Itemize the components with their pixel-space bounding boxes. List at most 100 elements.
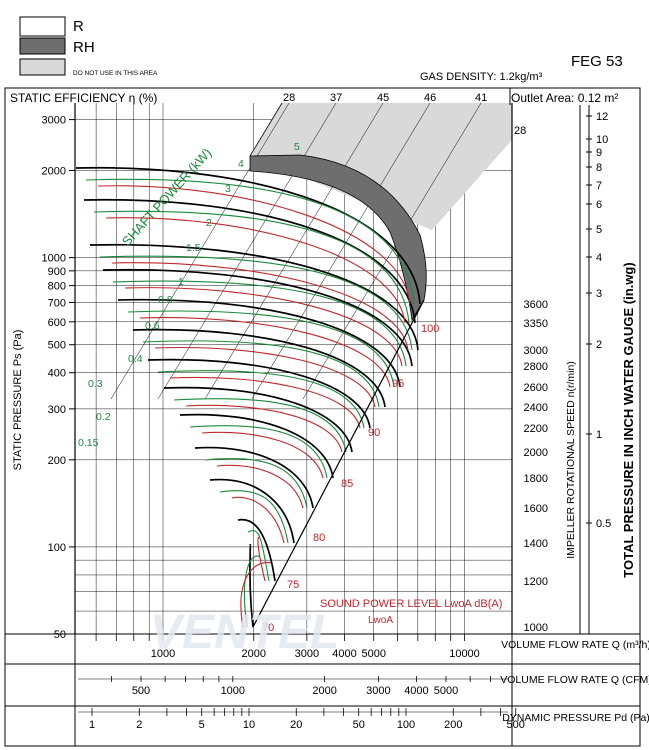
power-curve-3 [204,458,308,509]
inwg-tick-label: 7 [596,180,602,192]
power-curve-9 [112,280,407,367]
dyn-pressure-tick-label: 2 [136,719,142,731]
efficiency-tick: 37 [330,92,342,104]
inwg-tick-label: 12 [596,111,608,123]
sound-curve-5 [185,404,343,453]
power-curve-10 [99,255,413,351]
speed-tick-label: 2200 [524,423,548,435]
sound-curve-1 [257,536,266,582]
shaft-power-value: 0.8 [158,294,173,306]
shaft-power-value: 1.5 [186,242,201,254]
sound-value: 80 [313,532,325,544]
inwg-tick-label: 9 [596,147,602,159]
pressure-tick-label: 700 [48,297,66,309]
inwg-tick-label: 10 [596,134,608,146]
speed-curve-1600 [194,446,314,509]
pressure-tick-label: 500 [48,340,66,352]
power-curve-8 [127,310,395,388]
sound-curve-12 [97,185,411,305]
dyn-pressure-tick-label: 100 [397,719,415,731]
static-efficiency-label: STATIC EFFICIENCY η (%) [10,91,157,105]
dyn-pressure-tick-label: 50 [353,719,365,731]
sound-value: 100 [421,323,439,335]
efficiency-tick: 41 [475,92,487,104]
speed-curve-3000 [89,243,419,351]
speed-curve-2800 [102,268,413,367]
speed-curve-1200 [237,518,276,582]
flow-cfm-tick-label: 500 [132,685,150,697]
sound-curve-11 [105,217,406,324]
speed-tick-label: 3000 [524,345,548,357]
legend-swatch-0 [19,16,66,37]
speed-tick-label: 2000 [524,447,548,459]
power-curve-5 [173,398,347,453]
power-curve-0 [243,555,261,628]
speed-tick-label: 1000 [524,622,548,634]
efficiency-line [110,102,290,400]
outer-frame [4,87,641,747]
speed-tick-label: 1400 [524,538,548,550]
legend-swatch-1 [19,37,66,55]
dyn-pressure-title: DYNAMIC PRESSURE Pd (Pa) [502,712,649,724]
inwg-axis-title: TOTAL PRESSURE IN INCH WATER GAUGE (in.w… [621,262,636,577]
sound-curve-6 [169,376,361,429]
sound-value: 95 [392,378,404,390]
inwg-tick-label: 2 [596,339,602,351]
dyn-pressure-tick-label: 200 [444,719,462,731]
speed-curve-3600 [75,166,421,305]
speed-tick-label: 1200 [524,576,548,588]
sound-value: 70 [262,622,274,634]
pressure-tick-label: 600 [48,317,66,329]
sound-curve-7 [154,346,376,408]
efficiency-line [157,102,337,400]
inwg-tick-label: 0.5 [596,518,611,530]
sound-curve-10 [111,262,409,351]
inwg-tick-label: 3 [596,288,602,300]
shaft-power-value: 0.4 [128,353,143,365]
shaft-power-title: SHAFT POWER (kW) [119,145,215,249]
sound-curve-4 [201,431,324,479]
pressure-tick-label: 100 [48,542,66,554]
shaft-power-value: 0.15 [78,437,99,449]
flow-m3h-tick-label: 4000 [332,648,356,660]
outlet-area-label: Outlet Area: 0.12 m² [511,91,618,105]
chart-labels: R RH DO NOT USE IN THIS AREA FEG 53 GAS DENS… [10,18,649,731]
inwg-tick-label: 6 [596,199,602,211]
power-curve-2 [219,490,289,544]
pressure-tick-label: 3000 [42,115,66,127]
efficiency-tick: 46 [424,92,436,104]
sound-curve-3 [216,464,304,509]
power-curve-7 [142,340,380,408]
shaft-power-value: 0.6 [145,320,160,332]
shaft-power-value: 3 [225,183,231,195]
flow-cfm-title: VOLUME FLOW RATE Q (CFM) [500,674,649,686]
pressure-tick-label: 800 [48,281,66,293]
chart-zones [110,102,512,400]
inwg-tick-label: 4 [596,252,602,264]
pressure-axis-title: STATIC PRESSURE Ps (Pa) [12,330,24,471]
speed-curve-2200 [147,358,371,429]
dyn-pressure-tick-label: 500 [507,719,525,731]
rh-area [249,154,427,322]
dyn-pressure-tick-label: 10 [243,719,255,731]
efficiency-line [251,102,431,400]
power-curve-4 [189,425,328,479]
sound-title: SOUND POWER LEVEL LwoA dB(A) [320,598,502,610]
efficiency-tick: 45 [377,92,389,104]
dyn-pressure-tick-label: 1 [89,719,95,731]
flow-cfm-tick-label: 1000 [221,685,245,697]
chart-curves [75,166,425,628]
speed-curve-2000 [163,386,353,453]
flow-m3h-tick-label: 3000 [295,648,319,660]
sound-value: 85 [341,478,353,490]
model-label: FEG 53 [571,53,623,70]
inwg-tick-label: 8 [596,162,602,174]
legend-label-forbidden: DO NOT USE IN THIS AREA [73,70,158,77]
flow-m3h-tick-label: 1000 [151,648,175,660]
shaft-power-value: 0.3 [88,378,103,390]
legend-swatch-2 [19,58,66,76]
forbidden-area [250,103,512,230]
forbidden-area-edge [249,102,283,157]
speed-tick-label: 2400 [524,402,548,414]
